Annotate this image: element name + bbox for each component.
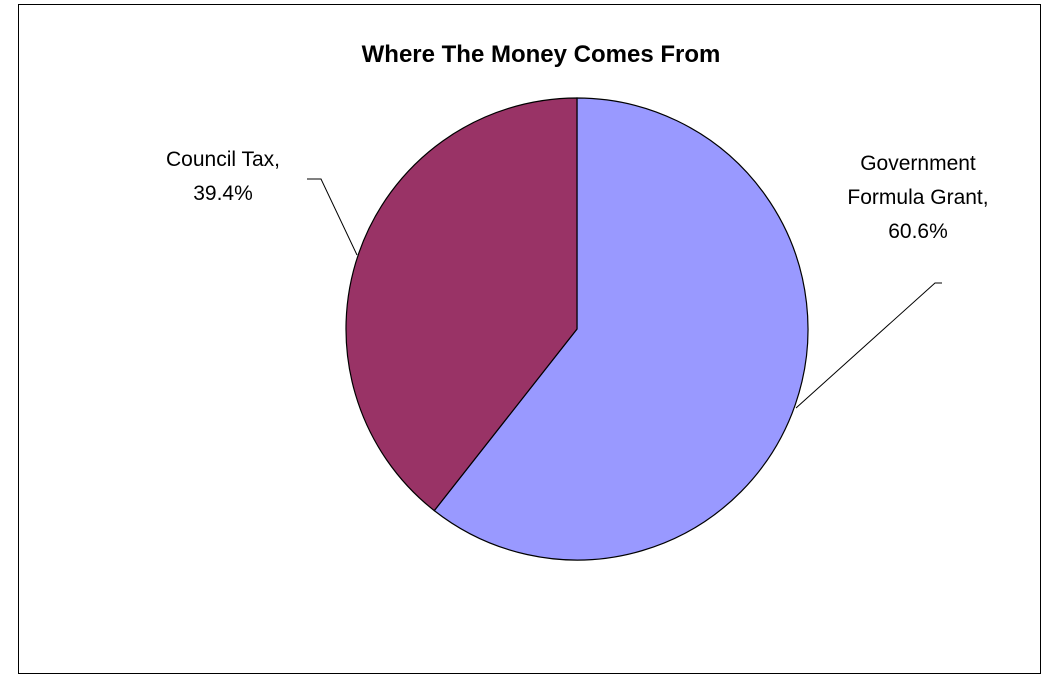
pie-slice-council-tax — [345, 97, 578, 512]
data-label-line: Government — [860, 152, 976, 175]
data-label-line: Council Tax, — [166, 148, 280, 171]
data-labels: Government Formula Grant, 60.6% Council Tax… — [166, 148, 989, 243]
leader-lines — [307, 178, 942, 409]
chart-title: Where The Money Comes From — [362, 41, 721, 68]
leader-line — [795, 282, 942, 409]
data-label-line: Formula Grant, — [847, 186, 988, 209]
data-label-line: 39.4% — [193, 182, 253, 205]
data-label: Government Formula Grant, 60.6% — [847, 152, 988, 243]
leader-line — [307, 178, 358, 256]
data-label-line: 60.6% — [888, 220, 948, 243]
data-label: Council Tax, 39.4% — [166, 148, 280, 205]
pie-slice-government-formula-grant — [433, 97, 809, 561]
pie-slices — [345, 97, 809, 561]
